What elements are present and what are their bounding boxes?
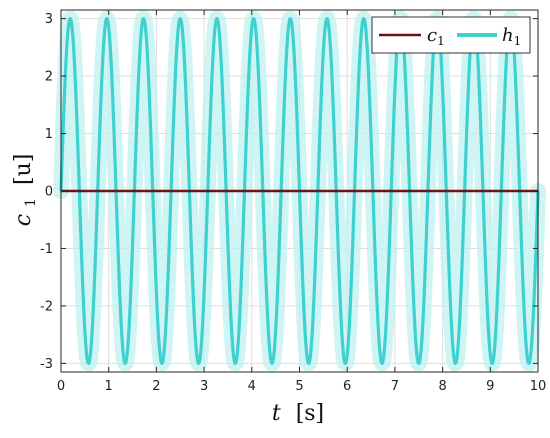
x-tick-label: 4 [248,379,256,394]
y-axis-subscript: 1 [23,198,39,207]
legend: c1 h1 [371,16,531,54]
legend-label-h1-sub: 1 [514,34,522,48]
legend-label-c1-name: c [427,25,437,46]
legend-label-h1-name: h [502,25,514,46]
y-tick-labels: -3 -2 -1 0 1 2 3 [40,12,53,372]
y-axis-title: c 1 [u] [11,154,41,227]
series-layer [53,10,546,372]
x-tick-label: 5 [295,379,303,394]
x-tick-label: 3 [200,379,208,394]
axes-frame [60,9,539,373]
y-axis-variable: c [11,214,36,226]
y-tick-label: -2 [40,299,53,314]
x-tick-label: 6 [343,379,351,394]
y-tick-label: 0 [45,185,53,200]
y-tick-label: -1 [40,242,53,257]
x-tick-label: 1 [105,379,113,394]
legend-label-h1: h1 [502,25,521,48]
y-tick-label: 1 [45,127,53,142]
x-axis-title: t [s] [272,401,324,426]
legend-label-c1-sub: 1 [437,34,445,48]
x-tick-label: 9 [486,379,494,394]
x-tick-label: 7 [391,379,399,394]
legend-label-c1: c1 [427,25,445,48]
y-tick-label: 2 [45,70,53,85]
x-tick-label: 0 [57,379,65,394]
x-tick-label: 2 [152,379,160,394]
x-tick-labels: 0 1 2 3 4 5 6 7 8 9 10 [57,379,546,394]
x-axis-unit: [s] [296,401,324,426]
y-tick-label: 3 [45,12,53,27]
y-axis-unit: [u] [11,154,36,185]
x-tick-label: 10 [530,379,547,394]
x-tick-label: 8 [438,379,446,394]
x-axis-variable: t [272,401,281,426]
y-tick-label: -3 [40,357,53,372]
